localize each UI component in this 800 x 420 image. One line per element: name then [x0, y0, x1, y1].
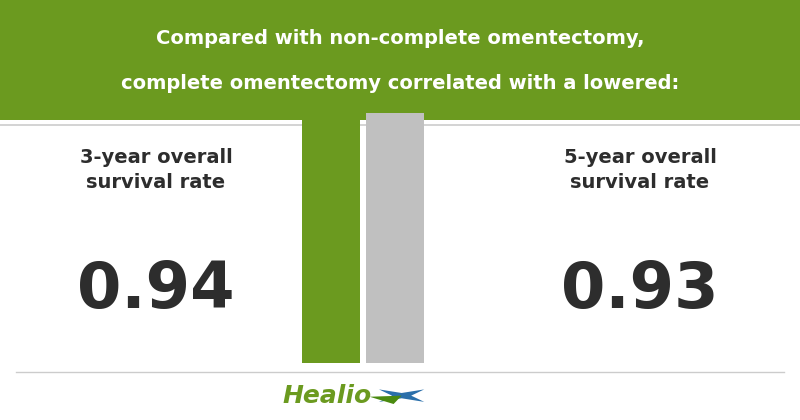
Text: 3-year overall
survival rate: 3-year overall survival rate	[80, 148, 232, 192]
FancyBboxPatch shape	[0, 0, 800, 120]
Text: 0.93: 0.93	[561, 259, 719, 321]
Polygon shape	[379, 389, 424, 402]
Text: 5-year overall
survival rate: 5-year overall survival rate	[563, 148, 717, 192]
Text: complete omentectomy correlated with a lowered:: complete omentectomy correlated with a l…	[121, 74, 679, 93]
Text: Healio: Healio	[283, 383, 372, 408]
Text: Compared with non-complete omentectomy,: Compared with non-complete omentectomy,	[156, 29, 644, 48]
FancyBboxPatch shape	[366, 113, 424, 363]
Text: 0.94: 0.94	[78, 259, 234, 321]
FancyBboxPatch shape	[302, 103, 360, 363]
Polygon shape	[370, 396, 402, 404]
